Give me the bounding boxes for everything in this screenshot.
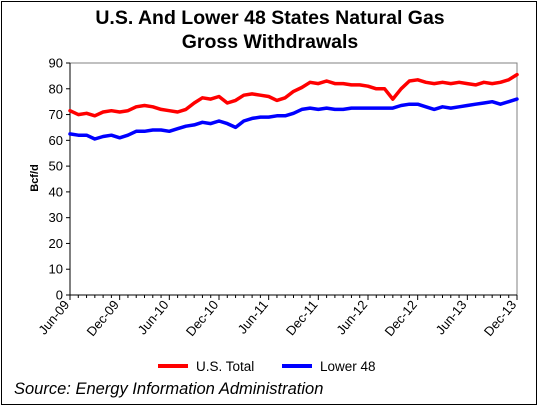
x-tick-label: Jun-13 — [433, 297, 470, 337]
chart-legend: U.S. Total Lower 48 — [158, 359, 376, 374]
y-tick-label: 20 — [49, 236, 63, 251]
y-tick-label: 80 — [49, 81, 63, 96]
x-tick-label: Jun-12 — [333, 297, 370, 337]
y-tick-label: 40 — [49, 184, 63, 199]
x-tick-label: Dec-12 — [382, 297, 420, 339]
chart-series — [68, 72, 519, 141]
x-tick-label: Jun-10 — [135, 297, 172, 337]
legend-label: U.S. Total — [196, 359, 254, 374]
y-tick-label: 10 — [49, 262, 63, 277]
plot-area-border — [69, 62, 518, 296]
y-tick-label: 90 — [49, 56, 63, 71]
series-line-u-s-total — [68, 72, 519, 118]
x-tick-label: Dec-11 — [283, 297, 321, 338]
x-tick-label: Jun-11 — [235, 297, 271, 336]
x-tick-label: Dec-10 — [183, 297, 221, 339]
chart-title-line2: Gross Withdrawals — [181, 31, 359, 53]
y-tick-label: 0 — [56, 288, 63, 303]
y-tick-label: 60 — [49, 133, 63, 148]
chart-title-line1: U.S. And Lower 48 States Natural Gas — [95, 7, 445, 29]
x-tick-label: Dec-09 — [84, 297, 122, 339]
y-tick-label: 70 — [49, 107, 63, 122]
y-tick-label: 30 — [49, 210, 63, 225]
y-axis-label: Bcf/d — [29, 164, 41, 192]
chart-axes: 0 10 20 30 40 50 60 70 80 90 Jun-09 Dec-09 Jun-10 Dec… — [35, 56, 519, 340]
legend-label: Lower 48 — [320, 359, 376, 374]
x-tick-label: Jun-09 — [35, 297, 72, 337]
series-line-lower-48 — [68, 97, 519, 141]
x-tick-label: Dec-13 — [481, 297, 519, 339]
chart-title: U.S. And Lower 48 States Natural Gas Gro… — [0, 6, 540, 54]
source-caption: Source: Energy Information Administratio… — [14, 380, 324, 398]
y-tick-label: 50 — [49, 159, 63, 174]
